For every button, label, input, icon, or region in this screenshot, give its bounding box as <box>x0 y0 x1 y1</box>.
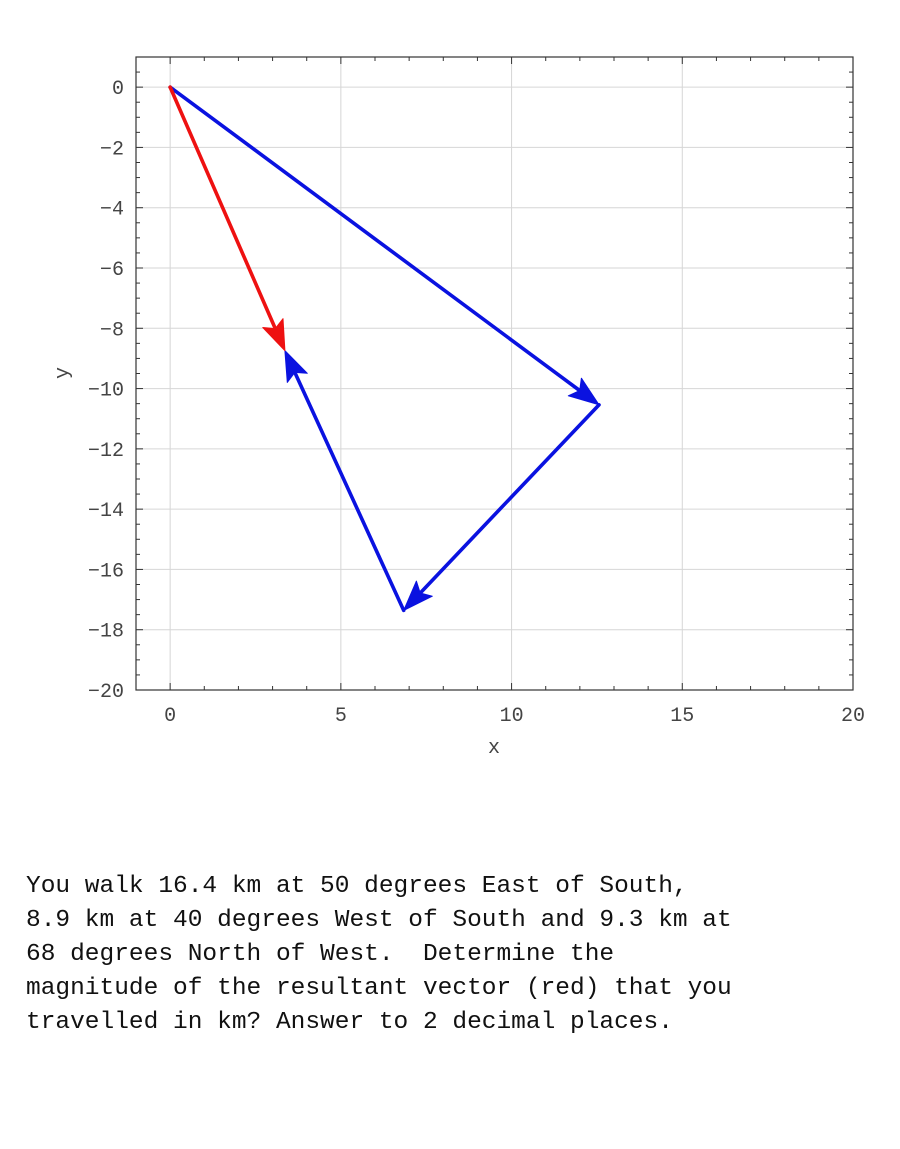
displacement-vector-shaft <box>168 85 580 392</box>
x-tick-label: 10 <box>500 705 524 728</box>
y-tick-label: −4 <box>100 199 124 222</box>
y-tick-label: −8 <box>100 319 124 342</box>
x-axis-label: x <box>488 737 500 760</box>
y-axis-label: y <box>52 367 75 379</box>
displacement-vector-head <box>567 377 600 406</box>
x-tick-label: 20 <box>841 705 865 728</box>
y-tick-label: −18 <box>88 621 124 644</box>
x-tick-label: 5 <box>335 705 347 728</box>
vectors <box>168 85 601 613</box>
x-tick-label: 0 <box>164 705 176 728</box>
y-tick-label: −16 <box>88 560 124 583</box>
y-tick-label: 0 <box>112 78 124 101</box>
y-tick-label: −20 <box>88 681 124 704</box>
vector-chart: 0 5 10 15 20 0 −2 −4 −6 −8 −10 −12 −14 −16 −18 −20 x y <box>52 56 865 760</box>
displacement-vector-head <box>403 580 433 611</box>
axis-ticks <box>135 56 854 691</box>
displacement-vector-shaft <box>419 403 601 594</box>
plot-frame <box>135 56 854 691</box>
resultant-vector-head <box>262 318 286 352</box>
y-tick-label: −14 <box>88 500 124 523</box>
resultant-vector-shaft <box>168 85 277 329</box>
grid-lines <box>136 57 854 691</box>
displacement-vector-shaft <box>293 372 406 613</box>
y-tick-label: −12 <box>88 440 124 463</box>
tick-labels: 0 5 10 15 20 0 −2 −4 −6 −8 −10 −12 −14 −16 −18 −20 <box>88 78 865 728</box>
displacement-vector-head <box>284 350 308 383</box>
x-tick-label: 15 <box>670 705 694 728</box>
y-tick-label: −6 <box>100 259 124 282</box>
question-text: You walk 16.4 km at 50 degrees East of S… <box>26 873 732 1036</box>
y-tick-label: −10 <box>88 380 124 403</box>
y-tick-label: −2 <box>100 138 124 161</box>
